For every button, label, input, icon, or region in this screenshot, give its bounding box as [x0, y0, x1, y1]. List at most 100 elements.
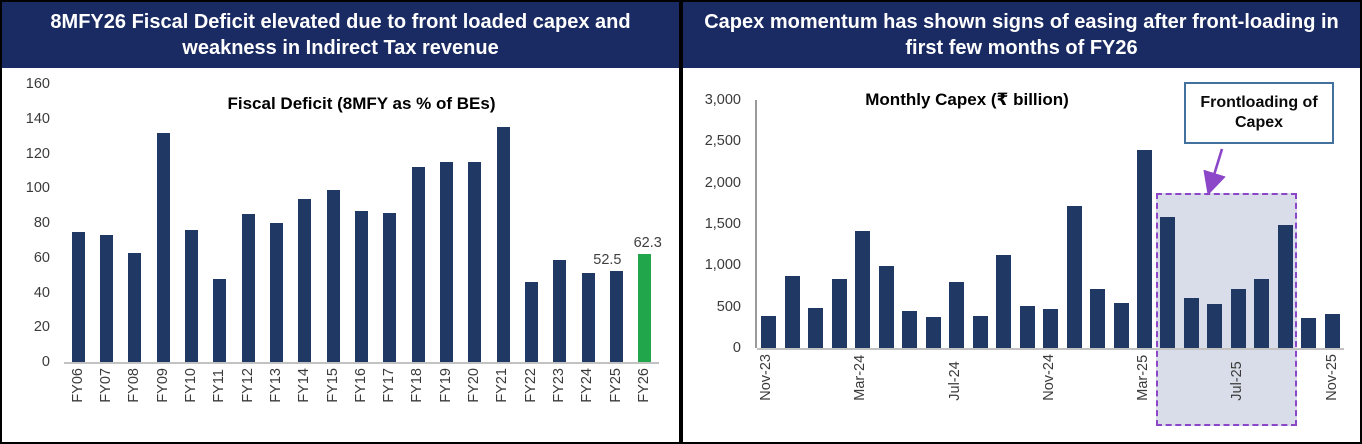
bar-FY25: 52.5	[593, 252, 623, 362]
x-tick-FY22: FY22	[522, 368, 539, 403]
bar-slot-Jun-25	[1203, 100, 1226, 348]
bar-FY14	[298, 198, 312, 362]
bar-FY23	[553, 259, 567, 362]
bar-Oct-25	[1301, 318, 1317, 348]
bar-slot-Nov-24	[1039, 100, 1062, 348]
fiscal-deficit-plot-column: Fiscal Deficit (8MFY as % of BEs) 52.5 62…	[64, 84, 662, 442]
panel-monthly-capex: Capex momentum has shown signs of easing…	[681, 0, 1362, 444]
bar-Nov-24	[1043, 309, 1059, 348]
y-tick-label: 0	[732, 340, 741, 356]
bar-Dec-23	[784, 276, 800, 348]
x-slot-Apr-24	[873, 348, 897, 401]
bar-FY19	[439, 162, 453, 362]
bar-slot-Nov-25	[1321, 100, 1344, 348]
bar-Sep-24	[996, 254, 1012, 348]
x-slot-Jan-25	[1085, 348, 1109, 401]
x-slot-May-24	[896, 348, 920, 401]
bar-slot-FY22	[517, 84, 545, 362]
x-slot-FY14: FY14	[291, 362, 319, 403]
x-slot-Dec-23	[779, 348, 803, 401]
bar-Aug-25	[1254, 278, 1270, 348]
bar-slot-Oct-25	[1297, 100, 1320, 348]
x-tick-FY19: FY19	[437, 368, 454, 403]
x-tick-Mar-25: Mar-25	[1135, 354, 1152, 401]
y-tick-label: 100	[25, 180, 50, 197]
bar-Jul-25	[1230, 289, 1246, 348]
bar-Feb-24	[831, 278, 847, 348]
bar-slot-May-25	[1180, 100, 1203, 348]
x-slot-Dec-24	[1061, 348, 1085, 401]
bar-FY10	[184, 229, 198, 362]
x-tick-FY20: FY20	[466, 368, 483, 403]
bar-Dec-24	[1066, 205, 1082, 348]
callout-arrow-icon	[1203, 148, 1226, 196]
x-tick-Nov-23: Nov-23	[758, 354, 775, 401]
monthly-capex-y-axis: 0 500 1,000 1,500 2,000 2,500 3,000	[691, 92, 749, 356]
x-slot-Mar-24: Mar-24	[849, 348, 873, 401]
bar-slot-FY09	[149, 84, 177, 362]
bar-FY15	[326, 190, 340, 362]
bar-Apr-24	[878, 266, 894, 348]
bar-slot-Feb-25	[1109, 100, 1132, 348]
x-slot-Nov-25: Nov-25	[1321, 348, 1345, 401]
x-slot-Aug-24	[967, 348, 991, 401]
x-slot-FY26: FY26	[631, 362, 659, 403]
x-slot-Feb-24	[826, 348, 850, 401]
y-tick-label: 60	[33, 249, 50, 266]
bar-FY12	[241, 214, 255, 362]
x-slot-FY13: FY13	[262, 362, 290, 403]
bar-Aug-24	[972, 315, 988, 348]
bar-Sep-25	[1277, 224, 1293, 348]
x-slot-Jan-24	[802, 348, 826, 401]
x-tick-FY06: FY06	[69, 368, 86, 403]
x-slot-Aug-25	[1250, 348, 1274, 401]
x-tick-FY14: FY14	[296, 368, 313, 403]
y-tick-label: 140	[25, 110, 50, 127]
y-tick-label: 500	[716, 298, 741, 315]
x-tick-FY09: FY09	[154, 368, 171, 403]
bar-slot-Jul-25	[1227, 100, 1250, 348]
bar-FY06	[71, 231, 85, 362]
x-slot-FY22: FY22	[517, 362, 545, 403]
x-slot-FY25: FY25	[602, 362, 630, 403]
bar-slot-Mar-25	[1133, 100, 1156, 348]
bar-FY07	[99, 235, 113, 362]
x-tick-FY15: FY15	[324, 368, 341, 403]
x-slot-FY24: FY24	[574, 362, 602, 403]
x-tick-FY12: FY12	[239, 368, 256, 403]
x-slot-FY07: FY07	[92, 362, 120, 403]
x-slot-Feb-25	[1108, 348, 1132, 401]
bar-FY21	[496, 127, 510, 362]
data-label-FY26: 62.3	[633, 234, 662, 251]
bar-slot-FY19	[432, 84, 460, 362]
bar-FY20	[468, 162, 482, 362]
x-slot-FY17: FY17	[376, 362, 404, 403]
bar-FY22	[524, 282, 538, 362]
bar-slot-Jul-24	[945, 100, 968, 348]
x-tick-FY07: FY07	[97, 368, 114, 403]
bar-slot-FY12	[234, 84, 262, 362]
x-slot-FY18: FY18	[404, 362, 432, 403]
x-slot-FY21: FY21	[489, 362, 517, 403]
y-tick-label: 1,500	[704, 216, 741, 232]
bar-slot-FY17	[376, 84, 404, 362]
x-slot-Jun-25	[1203, 348, 1227, 401]
fiscal-deficit-x-axis: FY06 FY07 FY08 FY09 FY10 FY11 FY12 FY13 FY14 FY15…	[64, 362, 659, 403]
monthly-capex-x-axis: Nov-23 Mar-24 Jul-24 Nov-24 Mar-25 Jul-25 Nov-…	[755, 348, 1344, 401]
bar-Oct-24	[1019, 305, 1035, 348]
x-slot-Nov-23: Nov-23	[755, 348, 779, 401]
bar-slot-Mar-24	[851, 100, 874, 348]
chart-body: 0 500 1,000 1,500 2,000 2,500 3,000 Monthly Ca…	[683, 68, 1360, 442]
x-slot-FY08: FY08	[121, 362, 149, 403]
x-slot-FY11: FY11	[206, 362, 234, 403]
x-slot-Sep-24	[991, 348, 1015, 401]
x-tick-FY17: FY17	[381, 368, 398, 403]
x-axis-baseline	[757, 348, 1344, 350]
y-tick-label: 3,000	[704, 92, 741, 108]
bar-Feb-25	[1113, 302, 1129, 348]
x-tick-FY18: FY18	[409, 368, 426, 403]
x-slot-Jul-25: Jul-25	[1226, 348, 1250, 401]
x-tick-Mar-24: Mar-24	[852, 354, 869, 401]
bar-slot-FY25: 52.5	[593, 84, 630, 362]
